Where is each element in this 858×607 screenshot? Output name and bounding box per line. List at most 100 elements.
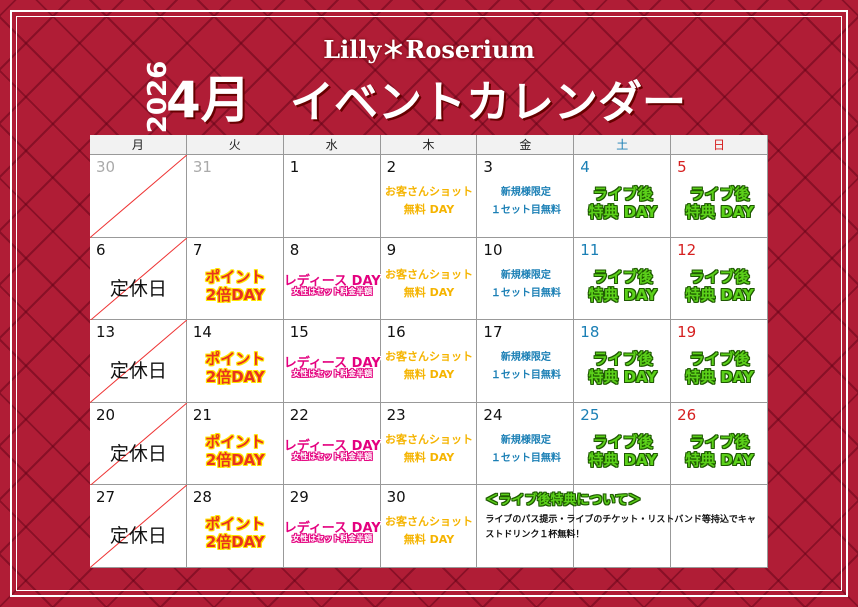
day: 9 お客さんショット 無料 DAY <box>381 238 478 321</box>
event-text: 定休日 <box>109 277 167 300</box>
event-text: 女性はセット料金半額 <box>292 286 373 296</box>
title: イベントカレンダー <box>290 77 686 128</box>
day: 18 ライブ後 特典 DAY <box>574 320 671 403</box>
day-cell <box>671 155 768 238</box>
day-cell <box>90 155 187 238</box>
weekday-header: 金 <box>477 135 575 155</box>
event-text: お客さんショット <box>384 432 473 446</box>
day: 15 レディース DAY 女性はセット料金半額 <box>284 320 381 403</box>
day-cell <box>90 237 187 321</box>
day-cell <box>283 320 381 403</box>
event-text: 特典 DAY <box>685 203 754 221</box>
day: 31 <box>187 155 284 238</box>
day: 20 定休日 <box>90 402 187 486</box>
day-cell <box>90 320 187 403</box>
day: 6 定休日 <box>90 237 187 321</box>
event-text: レディース DAY <box>283 521 381 537</box>
event-text: 無料 DAY <box>403 285 455 299</box>
event-text: ライブ後 <box>592 350 653 369</box>
closed-slash <box>90 237 187 321</box>
day: 1 <box>284 155 381 238</box>
day-cell <box>477 155 575 238</box>
event-text: 特典 DAY <box>685 285 754 304</box>
date: 19 <box>677 323 697 342</box>
day-cell <box>283 402 381 486</box>
closed-slash <box>90 155 187 238</box>
day-cell <box>671 320 768 403</box>
day: 3 新規様限定 １セット目無料 <box>477 155 574 238</box>
day: 19 ライブ後 特典 DAY <box>671 320 768 403</box>
day-cell <box>380 485 478 568</box>
event-text: １セット目無料 <box>490 370 561 382</box>
slash <box>90 320 187 403</box>
day: 12 ライブ後 特典 DAY <box>671 238 768 321</box>
weekday-header: 火 <box>186 135 284 155</box>
date: 28 <box>192 488 212 507</box>
date: 11 <box>580 240 600 259</box>
day: 28 ポイント 2倍DAY <box>187 485 284 568</box>
date: 23 <box>386 405 406 424</box>
date: 30 <box>96 158 116 176</box>
date: 25 <box>580 405 600 424</box>
day-cell <box>477 237 575 321</box>
event-text: ライブ後 <box>689 267 750 286</box>
day-cell <box>186 402 284 486</box>
event-text: 無料 DAY <box>403 203 455 216</box>
day-cell <box>574 402 672 486</box>
day: 11 ライブ後 特典 DAY <box>574 238 671 321</box>
brand: Lilly＊Roserium <box>323 35 535 64</box>
date: 14 <box>192 323 212 342</box>
slash <box>90 402 187 486</box>
day: 25 ライブ後 特典 DAY <box>574 403 671 486</box>
event-text: 新規様限定 <box>500 352 551 364</box>
frame-inner <box>16 16 842 591</box>
note-title: ＜ライブ後特典について＞ <box>485 493 642 509</box>
event-text: ポイント <box>205 515 266 534</box>
day: 23 お客さんショット 無料 DAY <box>381 403 478 486</box>
event-text: 特典 DAY <box>588 203 658 221</box>
date: 9 <box>386 240 397 259</box>
slash <box>90 155 187 238</box>
day: 8 レディース DAY 女性はセット料金半額 <box>284 238 381 321</box>
event-text: 特典 DAY <box>685 368 754 387</box>
event-text: １セット目無料 <box>490 287 561 299</box>
date: 29 <box>289 488 309 507</box>
weekday-header: 木 <box>380 135 478 155</box>
day-cell <box>186 320 284 403</box>
date: 20 <box>96 405 116 424</box>
event-text: お客さんショット <box>384 350 473 364</box>
event-text: 定休日 <box>109 525 167 548</box>
event-text: 2倍DAY <box>205 533 265 552</box>
event-text: 特典 DAY <box>685 450 754 469</box>
day-cell <box>574 155 672 238</box>
date: 3 <box>483 158 493 176</box>
event-text: レディース DAY <box>283 356 381 372</box>
date: 6 <box>96 240 106 259</box>
day-cell <box>90 402 187 486</box>
day: 21 ポイント 2倍DAY <box>187 403 284 486</box>
date: 8 <box>289 240 300 259</box>
date: 10 <box>483 240 503 259</box>
day-cell <box>671 485 768 568</box>
date: 1 <box>289 158 300 176</box>
day: 30 <box>90 155 187 238</box>
date: 7 <box>192 240 203 259</box>
day: 7 ポイント 2倍DAY <box>187 238 284 321</box>
day-cell <box>186 155 284 238</box>
day-cell <box>283 237 381 321</box>
event-text: 特典 DAY <box>588 368 658 387</box>
weekday-header: 水 <box>283 135 381 155</box>
weekday-header: 月 <box>90 135 187 155</box>
event-text: 特典 DAY <box>588 450 658 469</box>
day: 24 新規様限定 １セット目無料 <box>477 403 574 486</box>
day: 16 お客さんショット 無料 DAY <box>381 320 478 403</box>
event-text: ライブ後 <box>592 185 653 203</box>
event-text: ライブ後 <box>592 432 653 451</box>
event-text: レディース DAY <box>283 438 381 454</box>
event-text: 2倍DAY <box>205 368 265 387</box>
event-text: ライブ後 <box>689 432 750 451</box>
weekday-header: 日 <box>671 135 768 155</box>
day-cell <box>477 485 575 568</box>
event-text: 女性はセット料金半額 <box>292 534 373 544</box>
